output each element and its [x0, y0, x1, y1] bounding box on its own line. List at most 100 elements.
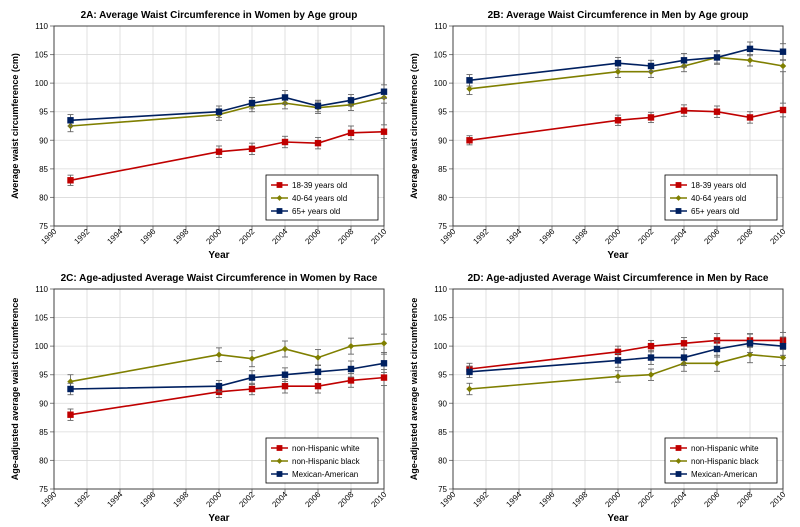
xtick-label: 1998	[570, 489, 589, 508]
xtick-label: 2000	[603, 489, 622, 508]
chart-title: 2A: Average Waist Circumference in Women…	[81, 10, 358, 21]
y-axis-label: Age-adjusted average waist circumference	[409, 297, 419, 480]
panel-2d: 7580859095100105110199019921994199619982…	[403, 267, 796, 524]
ytick-label: 80	[39, 456, 48, 465]
ytick-label: 75	[438, 485, 447, 494]
ytick-label: 80	[438, 456, 447, 465]
xtick-label: 2004	[270, 489, 289, 508]
legend-label: 65+ years old	[691, 207, 739, 216]
ytick-label: 90	[39, 136, 48, 145]
y-axis-label: Average waist circumference (cm)	[10, 53, 20, 199]
ytick-label: 105	[434, 51, 448, 60]
ytick-label: 95	[438, 108, 447, 117]
ytick-label: 75	[438, 222, 447, 231]
legend-label: non-Hispanic black	[691, 457, 760, 466]
xtick-label: 2004	[270, 227, 289, 246]
xtick-label: 1994	[504, 489, 523, 508]
xtick-label: 2006	[303, 489, 322, 508]
ytick-label: 110	[434, 285, 447, 294]
xtick-label: 2004	[669, 227, 688, 246]
x-axis-label: Year	[607, 513, 628, 523]
x-axis-label: Year	[208, 513, 229, 523]
panel-2c: 7580859095100105110199019921994199619982…	[4, 267, 397, 524]
legend-label: 40-64 years old	[292, 194, 347, 203]
xtick-label: 1998	[171, 489, 190, 508]
chart-title: 2B: Average Waist Circumference in Men b…	[488, 10, 749, 21]
xtick-label: 1992	[471, 489, 490, 508]
xtick-label: 2010	[768, 489, 787, 508]
xtick-label: 1994	[504, 227, 523, 246]
xtick-label: 2006	[702, 489, 721, 508]
legend-label: non-Hispanic white	[691, 444, 759, 453]
xtick-label: 1998	[171, 227, 190, 246]
xtick-label: 1994	[105, 489, 124, 508]
ytick-label: 95	[39, 108, 48, 117]
ytick-label: 105	[35, 51, 49, 60]
legend-label: non-Hispanic white	[292, 444, 360, 453]
ytick-label: 110	[35, 22, 48, 31]
ytick-label: 110	[35, 285, 48, 294]
ytick-label: 95	[39, 370, 48, 379]
chart-grid: 7580859095100105110199019921994199619982…	[4, 4, 796, 523]
xtick-label: 1996	[138, 227, 157, 246]
y-axis-label: Average waist circumference (cm)	[409, 53, 419, 199]
xtick-label: 2006	[702, 227, 721, 246]
xtick-label: 2002	[636, 489, 655, 508]
xtick-label: 2010	[369, 227, 388, 246]
xtick-label: 1996	[537, 227, 556, 246]
xtick-label: 2008	[735, 489, 754, 508]
ytick-label: 110	[434, 22, 447, 31]
ytick-label: 90	[438, 136, 447, 145]
xtick-label: 2010	[768, 227, 787, 246]
xtick-label: 2000	[204, 227, 223, 246]
xtick-label: 2002	[237, 227, 256, 246]
panel-2a: 7580859095100105110199019921994199619982…	[4, 4, 397, 261]
ytick-label: 95	[438, 370, 447, 379]
xtick-label: 2008	[336, 489, 355, 508]
ytick-label: 85	[39, 427, 48, 436]
xtick-label: 2008	[336, 227, 355, 246]
ytick-label: 75	[39, 222, 48, 231]
legend-label: 65+ years old	[292, 207, 340, 216]
xtick-label: 2000	[603, 227, 622, 246]
ytick-label: 85	[438, 165, 447, 174]
xtick-label: 1996	[138, 489, 157, 508]
ytick-label: 100	[434, 342, 448, 351]
ytick-label: 90	[438, 399, 447, 408]
xtick-label: 1992	[72, 227, 91, 246]
ytick-label: 80	[438, 193, 447, 202]
chart-title: 2D: Age-adjusted Average Waist Circumfer…	[468, 273, 769, 284]
panel-2b: 7580859095100105110199019921994199619982…	[403, 4, 796, 261]
legend-label: non-Hispanic black	[292, 457, 361, 466]
y-axis-label: Age-adjusted average waist circumference	[10, 297, 20, 480]
ytick-label: 75	[39, 485, 48, 494]
ytick-label: 85	[39, 165, 48, 174]
legend-label: Mexican-American	[292, 470, 358, 479]
xtick-label: 1996	[537, 489, 556, 508]
xtick-label: 1992	[471, 227, 490, 246]
xtick-label: 2000	[204, 489, 223, 508]
ytick-label: 90	[39, 399, 48, 408]
ytick-label: 100	[35, 79, 49, 88]
xtick-label: 1994	[105, 227, 124, 246]
xtick-label: 2008	[735, 227, 754, 246]
x-axis-label: Year	[607, 250, 628, 260]
ytick-label: 80	[39, 193, 48, 202]
xtick-label: 2004	[669, 489, 688, 508]
xtick-label: 1992	[72, 489, 91, 508]
ytick-label: 105	[35, 313, 49, 322]
xtick-label: 2010	[369, 489, 388, 508]
xtick-label: 1998	[570, 227, 589, 246]
ytick-label: 85	[438, 427, 447, 436]
legend-label: 40-64 years old	[691, 194, 746, 203]
legend-label: Mexican-American	[691, 470, 757, 479]
chart-title: 2C: Age-adjusted Average Waist Circumfer…	[61, 273, 378, 284]
x-axis-label: Year	[208, 250, 229, 260]
ytick-label: 105	[434, 313, 448, 322]
legend-label: 18-39 years old	[691, 181, 746, 190]
ytick-label: 100	[35, 342, 49, 351]
xtick-label: 2002	[636, 227, 655, 246]
xtick-label: 2002	[237, 489, 256, 508]
ytick-label: 100	[434, 79, 448, 88]
legend-label: 18-39 years old	[292, 181, 347, 190]
